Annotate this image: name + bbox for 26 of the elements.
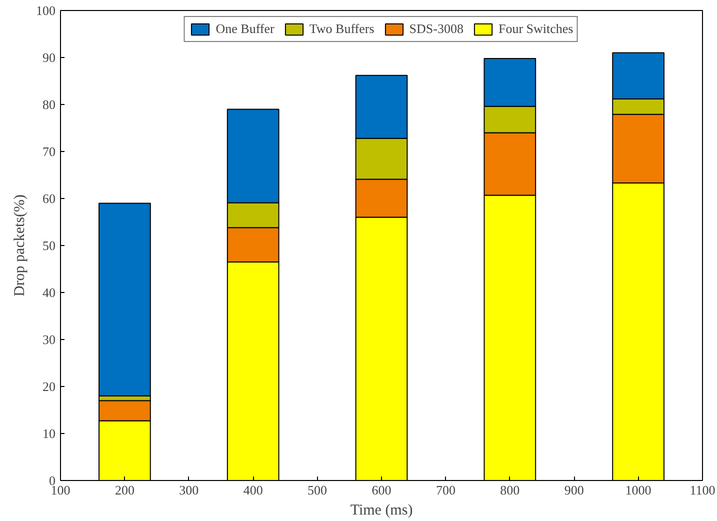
x-tick-label: 400 bbox=[243, 482, 263, 498]
y-tick-label: 100 bbox=[36, 3, 56, 18]
x-tick-label: 1100 bbox=[690, 482, 716, 498]
legend-label: SDS-3008 bbox=[409, 21, 464, 37]
x-tick-label: 1000 bbox=[625, 482, 652, 498]
x-tick-label: 700 bbox=[436, 482, 456, 498]
y-tick-label: 50 bbox=[42, 238, 56, 253]
x-tick-label: 500 bbox=[308, 482, 328, 498]
legend-label: Two Buffers bbox=[309, 21, 374, 37]
y-tick-label: 20 bbox=[42, 379, 56, 394]
y-axis-title: Drop packets(%) bbox=[12, 194, 28, 297]
y-tick-label: 40 bbox=[42, 285, 56, 300]
legend-label: One Buffer bbox=[216, 21, 274, 37]
y-tick-label: 60 bbox=[42, 191, 56, 206]
x-tick-label: 800 bbox=[500, 482, 520, 498]
legend-label: Four Switches bbox=[498, 21, 574, 37]
y-tick-label: 90 bbox=[42, 50, 56, 65]
x-tick-label: 200 bbox=[114, 482, 134, 498]
x-tick-label: 900 bbox=[564, 482, 584, 498]
y-tick-label: 10 bbox=[42, 426, 56, 441]
x-tick-label: 300 bbox=[179, 482, 199, 498]
x-axis-title: Time (ms) bbox=[350, 502, 413, 518]
y-tick-label: 70 bbox=[42, 144, 56, 159]
y-tick-label: 80 bbox=[42, 97, 56, 112]
y-tick-label: 30 bbox=[42, 332, 56, 347]
x-tick-label: 600 bbox=[372, 482, 392, 498]
